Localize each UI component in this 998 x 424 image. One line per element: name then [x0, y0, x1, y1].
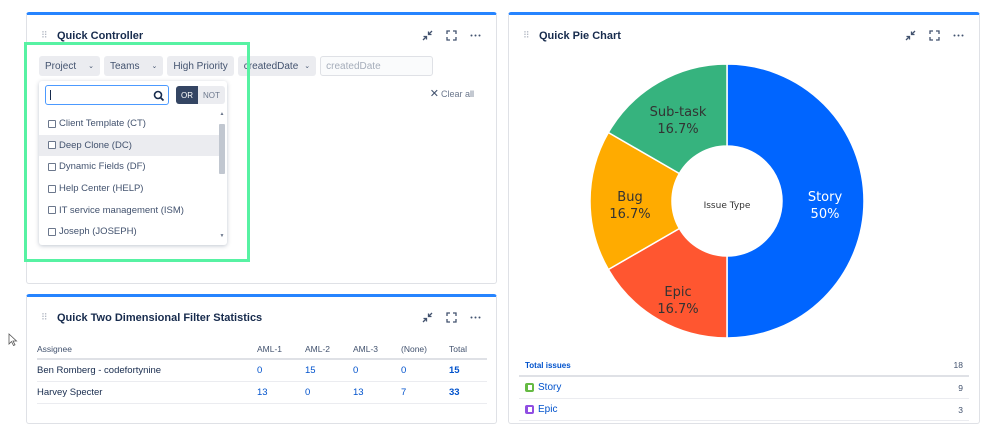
teams-filter-button[interactable]: Teams ⌄ — [104, 56, 164, 76]
fullscreen-icon[interactable] — [927, 28, 941, 42]
chevron-down-icon: ⌄ — [88, 63, 94, 70]
count-link[interactable]: 0 — [401, 359, 449, 382]
table-row: Ben Romberg - codefortynine 0 15 0 0 15 — [37, 359, 487, 382]
column-header[interactable]: (None) — [401, 339, 449, 360]
minimize-icon[interactable] — [420, 28, 434, 42]
not-toggle-button[interactable]: NOT — [198, 86, 225, 104]
drag-handle-icon[interactable] — [523, 31, 529, 40]
or-toggle-button[interactable]: OR — [176, 86, 198, 104]
checkbox[interactable] — [48, 206, 56, 215]
column-header[interactable]: Total — [449, 339, 487, 360]
center-label: Issue Type — [704, 201, 751, 211]
drag-handle-icon[interactable] — [41, 313, 47, 322]
close-icon: ✕ — [429, 88, 439, 100]
count-link[interactable]: 13 — [257, 381, 305, 404]
option-dynamic-fields[interactable]: Dynamic Fields (DF) — [39, 156, 219, 178]
count-link[interactable]: 13 — [353, 381, 401, 404]
panel-title: Quick Pie Chart — [539, 30, 621, 42]
stats-table: Assignee AML-1 AML-2 AML-3 (None) Total … — [37, 339, 487, 404]
column-header[interactable]: AML-3 — [353, 339, 401, 360]
count-link[interactable]: 0 — [353, 359, 401, 382]
slice-story[interactable] — [726, 64, 864, 338]
slice-label: Sub-task 16.7% — [650, 105, 707, 137]
or-not-toggle: OR NOT — [176, 86, 225, 104]
checkbox[interactable] — [48, 162, 56, 171]
option-it-service-management[interactable]: IT service management (ISM) — [39, 199, 219, 221]
created-date-filter-button[interactable]: createdDate ⌄ — [237, 56, 317, 76]
high-priority-filter-button[interactable]: High Priority — [167, 56, 234, 76]
panel-title: Quick Two Dimensional Filter Statistics — [57, 312, 263, 324]
donut-chart: Story 50% Epic 16.7% Bug 16.7% Sub-task 16.7… — [590, 64, 864, 338]
table-header-row: Assignee AML-1 AML-2 AML-3 (None) Total — [37, 339, 487, 360]
project-filter-button[interactable]: Project ⌄ — [39, 56, 100, 76]
slice-subtask[interactable] — [607, 64, 728, 175]
mouse-cursor-icon — [8, 333, 18, 347]
filter-bar: Project ⌄ Teams ⌄ High Priority createdDat… — [39, 56, 434, 76]
more-options-icon[interactable] — [468, 28, 482, 42]
panel-header: Quick Controller — [27, 15, 496, 55]
slice-label: Story 50% — [808, 190, 843, 222]
option-help-center[interactable]: Help Center (HELP) — [39, 178, 219, 200]
column-header[interactable]: AML-2 — [305, 339, 353, 360]
total-link[interactable]: 33 — [449, 381, 487, 404]
panel-header: Quick Pie Chart — [509, 15, 979, 55]
legend-item-story: Story 9 — [519, 377, 969, 399]
checkbox[interactable] — [48, 119, 56, 128]
two-dimensional-stats-panel: Quick Two Dimensional Filter Statistics … — [26, 294, 497, 424]
slice-label: Bug 16.7% — [609, 190, 650, 222]
project-dropdown: OR NOT Client Template (CT) Deep Clone (… — [39, 81, 227, 245]
created-date-input[interactable]: createdDate — [320, 56, 434, 76]
option-joseph[interactable]: Joseph (JOSEPH) — [39, 221, 219, 243]
scrollbar-thumb[interactable] — [219, 124, 225, 174]
legend-item-epic: Epic 3 — [519, 399, 969, 421]
assignee-cell: Ben Romberg - codefortynine — [37, 359, 257, 382]
story-icon — [525, 383, 534, 392]
legend-header: Total issues 18 — [519, 355, 969, 377]
dropdown-scrollbar[interactable]: ▲ ▼ — [219, 111, 225, 239]
dropdown-search-input[interactable] — [45, 85, 169, 105]
count-link[interactable]: 15 — [305, 359, 353, 382]
slice-bug[interactable] — [590, 131, 681, 271]
option-deep-clone[interactable]: Deep Clone (DC) — [39, 134, 219, 157]
chevron-down-icon: ⌄ — [151, 63, 158, 70]
dropdown-option-list: Client Template (CT) Deep Clone (DC) Dyn… — [39, 113, 219, 243]
table-row: Harvey Specter 13 0 13 7 33 — [37, 381, 487, 404]
count-link[interactable]: 0 — [257, 359, 305, 382]
panel-header: Quick Two Dimensional Filter Statistics — [27, 297, 496, 337]
slice-epic[interactable] — [607, 227, 728, 339]
checkbox[interactable] — [48, 227, 56, 236]
checkbox[interactable] — [48, 141, 56, 150]
column-header[interactable]: Assignee — [37, 339, 257, 360]
panel-title: Quick Controller — [57, 30, 144, 42]
pie-legend: Total issues 18 Story 9 Epic 3 — [519, 355, 969, 421]
fullscreen-icon[interactable] — [444, 310, 458, 324]
count-link[interactable]: 0 — [305, 381, 353, 404]
scroll-down-icon[interactable]: ▼ — [219, 233, 225, 239]
drag-handle-icon[interactable] — [41, 31, 47, 40]
option-client-template[interactable]: Client Template (CT) — [39, 113, 219, 135]
column-header[interactable]: AML-1 — [257, 339, 305, 360]
clear-all-button[interactable]: ✕ Clear all — [429, 88, 474, 100]
quick-controller-panel: Quick Controller Project⌄ Teams⌄ High Pr… — [26, 12, 497, 284]
total-link[interactable]: 15 — [449, 359, 487, 382]
minimize-icon[interactable] — [420, 310, 434, 324]
more-options-icon[interactable] — [951, 28, 965, 42]
more-options-icon[interactable] — [468, 310, 482, 324]
slice-label: Epic 16.7% — [657, 285, 698, 317]
assignee-cell: Harvey Specter — [37, 381, 257, 404]
chevron-down-icon: ⌄ — [304, 63, 311, 70]
count-link[interactable]: 7 — [401, 381, 449, 404]
search-icon — [153, 89, 165, 107]
fullscreen-icon[interactable] — [444, 28, 458, 42]
scroll-up-icon[interactable]: ▲ — [219, 111, 225, 117]
epic-icon — [525, 405, 534, 414]
minimize-icon[interactable] — [903, 28, 917, 42]
checkbox[interactable] — [48, 184, 56, 193]
